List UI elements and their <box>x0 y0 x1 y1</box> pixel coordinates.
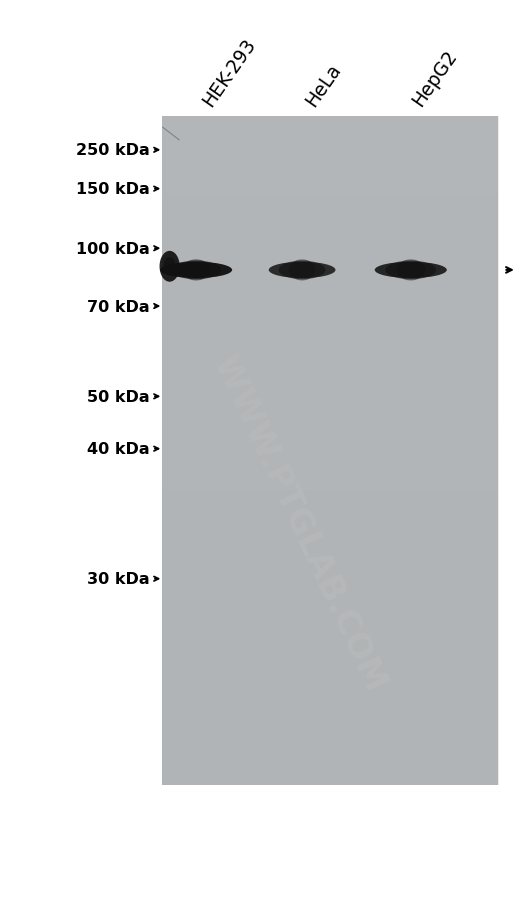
Ellipse shape <box>289 260 315 281</box>
Ellipse shape <box>164 258 175 276</box>
Text: WWW.PTGLAB.COM: WWW.PTGLAB.COM <box>207 350 392 696</box>
Text: 70 kDa: 70 kDa <box>87 299 149 314</box>
Ellipse shape <box>385 262 436 280</box>
Text: HeLa: HeLa <box>302 60 345 110</box>
Ellipse shape <box>182 260 210 281</box>
Ellipse shape <box>396 260 425 281</box>
Text: HepG2: HepG2 <box>408 47 460 110</box>
Text: 30 kDa: 30 kDa <box>87 572 149 586</box>
Ellipse shape <box>269 262 335 279</box>
Ellipse shape <box>160 262 232 279</box>
Ellipse shape <box>168 265 187 276</box>
Ellipse shape <box>375 262 447 279</box>
Ellipse shape <box>160 252 180 282</box>
Ellipse shape <box>171 262 222 280</box>
Text: 250 kDa: 250 kDa <box>76 143 149 158</box>
Text: HEK-293: HEK-293 <box>199 35 259 110</box>
Ellipse shape <box>279 262 325 280</box>
Text: 50 kDa: 50 kDa <box>87 390 149 404</box>
Text: 150 kDa: 150 kDa <box>76 182 149 197</box>
Text: 100 kDa: 100 kDa <box>76 242 149 256</box>
Text: 40 kDa: 40 kDa <box>87 442 149 456</box>
Bar <box>162 117 498 785</box>
